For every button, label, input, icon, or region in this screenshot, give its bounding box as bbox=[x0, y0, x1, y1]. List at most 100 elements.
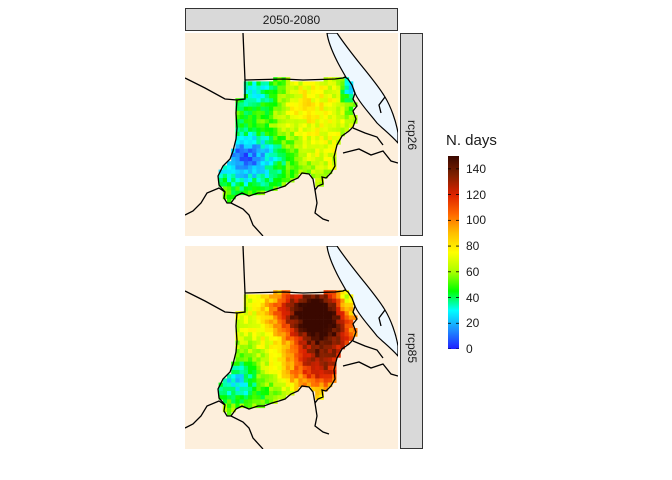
raster-cell bbox=[235, 349, 240, 354]
raster-cell bbox=[340, 119, 345, 124]
raster-cell bbox=[281, 332, 287, 337]
raster-cell bbox=[273, 157, 278, 162]
raster-cell bbox=[323, 370, 329, 375]
raster-cell bbox=[311, 106, 316, 112]
raster-cell bbox=[248, 115, 253, 120]
country-border bbox=[342, 148, 398, 164]
raster-cell bbox=[319, 81, 324, 86]
raster-cell bbox=[277, 81, 282, 86]
raster-cell bbox=[323, 110, 329, 116]
raster-cell bbox=[248, 353, 253, 358]
raster-cell bbox=[306, 344, 312, 350]
raster-cell bbox=[264, 323, 270, 329]
raster-cell bbox=[264, 399, 270, 404]
raster-cell bbox=[222, 173, 228, 179]
raster-cell bbox=[306, 161, 312, 166]
raster-cell bbox=[235, 370, 240, 375]
raster-cell bbox=[327, 81, 333, 86]
raster-cell bbox=[277, 307, 282, 312]
raster-cell bbox=[273, 302, 278, 308]
raster-cell bbox=[306, 357, 312, 362]
raster-cell bbox=[231, 152, 236, 158]
raster-cell bbox=[281, 81, 287, 86]
raster-cell bbox=[260, 353, 266, 358]
raster-cell bbox=[290, 85, 295, 91]
raster-cell bbox=[340, 298, 345, 304]
country-border bbox=[342, 361, 398, 377]
raster-cell bbox=[264, 357, 270, 362]
raster-cell bbox=[264, 378, 270, 383]
raster-cell bbox=[340, 98, 345, 103]
raster-cell bbox=[264, 131, 270, 137]
raster-cell bbox=[256, 106, 261, 112]
raster-cell bbox=[239, 182, 245, 187]
raster-cell bbox=[294, 319, 299, 325]
raster-cell bbox=[273, 307, 278, 312]
raster-cell bbox=[281, 169, 287, 175]
raster-cell bbox=[281, 336, 287, 341]
raster-cell bbox=[306, 382, 312, 388]
raster-cell bbox=[311, 131, 316, 137]
raster-cell bbox=[256, 395, 261, 400]
raster-cell bbox=[323, 115, 329, 120]
raster-cell bbox=[256, 399, 261, 404]
raster-cell bbox=[323, 136, 329, 141]
raster-cell bbox=[235, 157, 240, 162]
raster-cell bbox=[269, 178, 274, 183]
raster-cell bbox=[264, 102, 270, 107]
raster-cell bbox=[348, 115, 354, 120]
raster-cell bbox=[306, 140, 312, 145]
raster-cell bbox=[243, 161, 249, 166]
raster-cell bbox=[311, 140, 316, 145]
raster-cell bbox=[323, 349, 329, 354]
raster-cell bbox=[306, 311, 312, 316]
raster-cell bbox=[260, 349, 266, 354]
raster-cell bbox=[281, 391, 287, 396]
raster-cell bbox=[327, 102, 333, 107]
raster-cell bbox=[302, 307, 308, 312]
raster-cell bbox=[256, 319, 261, 325]
raster-cell bbox=[327, 353, 333, 358]
raster-cell bbox=[302, 152, 308, 158]
raster-cell bbox=[252, 340, 257, 346]
raster-cell bbox=[294, 311, 299, 316]
raster-cell bbox=[273, 173, 278, 179]
raster-cell bbox=[227, 190, 232, 196]
raster-cell bbox=[277, 161, 282, 166]
raster-cell bbox=[256, 152, 261, 158]
raster-cell bbox=[235, 365, 240, 371]
raster-cell bbox=[252, 336, 257, 341]
raster-cell bbox=[285, 165, 291, 170]
raster-cell bbox=[332, 94, 337, 99]
raster-cell bbox=[260, 344, 266, 350]
raster-cell bbox=[264, 94, 270, 99]
raster-cell bbox=[248, 382, 253, 388]
raster-cell bbox=[231, 378, 236, 383]
raster-cell bbox=[260, 178, 266, 183]
raster-cell bbox=[252, 382, 257, 388]
raster-cell bbox=[294, 332, 299, 337]
raster-cell bbox=[290, 294, 295, 299]
raster-cell bbox=[332, 119, 337, 124]
raster-cell bbox=[323, 340, 329, 346]
raster-cell bbox=[336, 123, 341, 128]
raster-cell bbox=[269, 357, 274, 362]
raster-cell bbox=[327, 119, 333, 124]
raster-cell bbox=[243, 386, 249, 392]
raster-cell bbox=[256, 161, 261, 166]
red-sea bbox=[326, 33, 398, 144]
raster-cell bbox=[231, 403, 236, 409]
raster-cell bbox=[332, 319, 337, 325]
raster-cell bbox=[336, 311, 341, 316]
raster-cell bbox=[332, 353, 337, 358]
raster-cell bbox=[302, 106, 308, 112]
raster-cell bbox=[348, 307, 354, 312]
raster-cell bbox=[315, 136, 320, 141]
raster-cell bbox=[323, 119, 329, 124]
raster-cell bbox=[323, 173, 329, 179]
raster-cell bbox=[252, 323, 257, 329]
raster-cell bbox=[294, 328, 299, 333]
country-border bbox=[352, 127, 384, 146]
raster-cell bbox=[311, 328, 316, 333]
raster-cell bbox=[315, 115, 320, 120]
